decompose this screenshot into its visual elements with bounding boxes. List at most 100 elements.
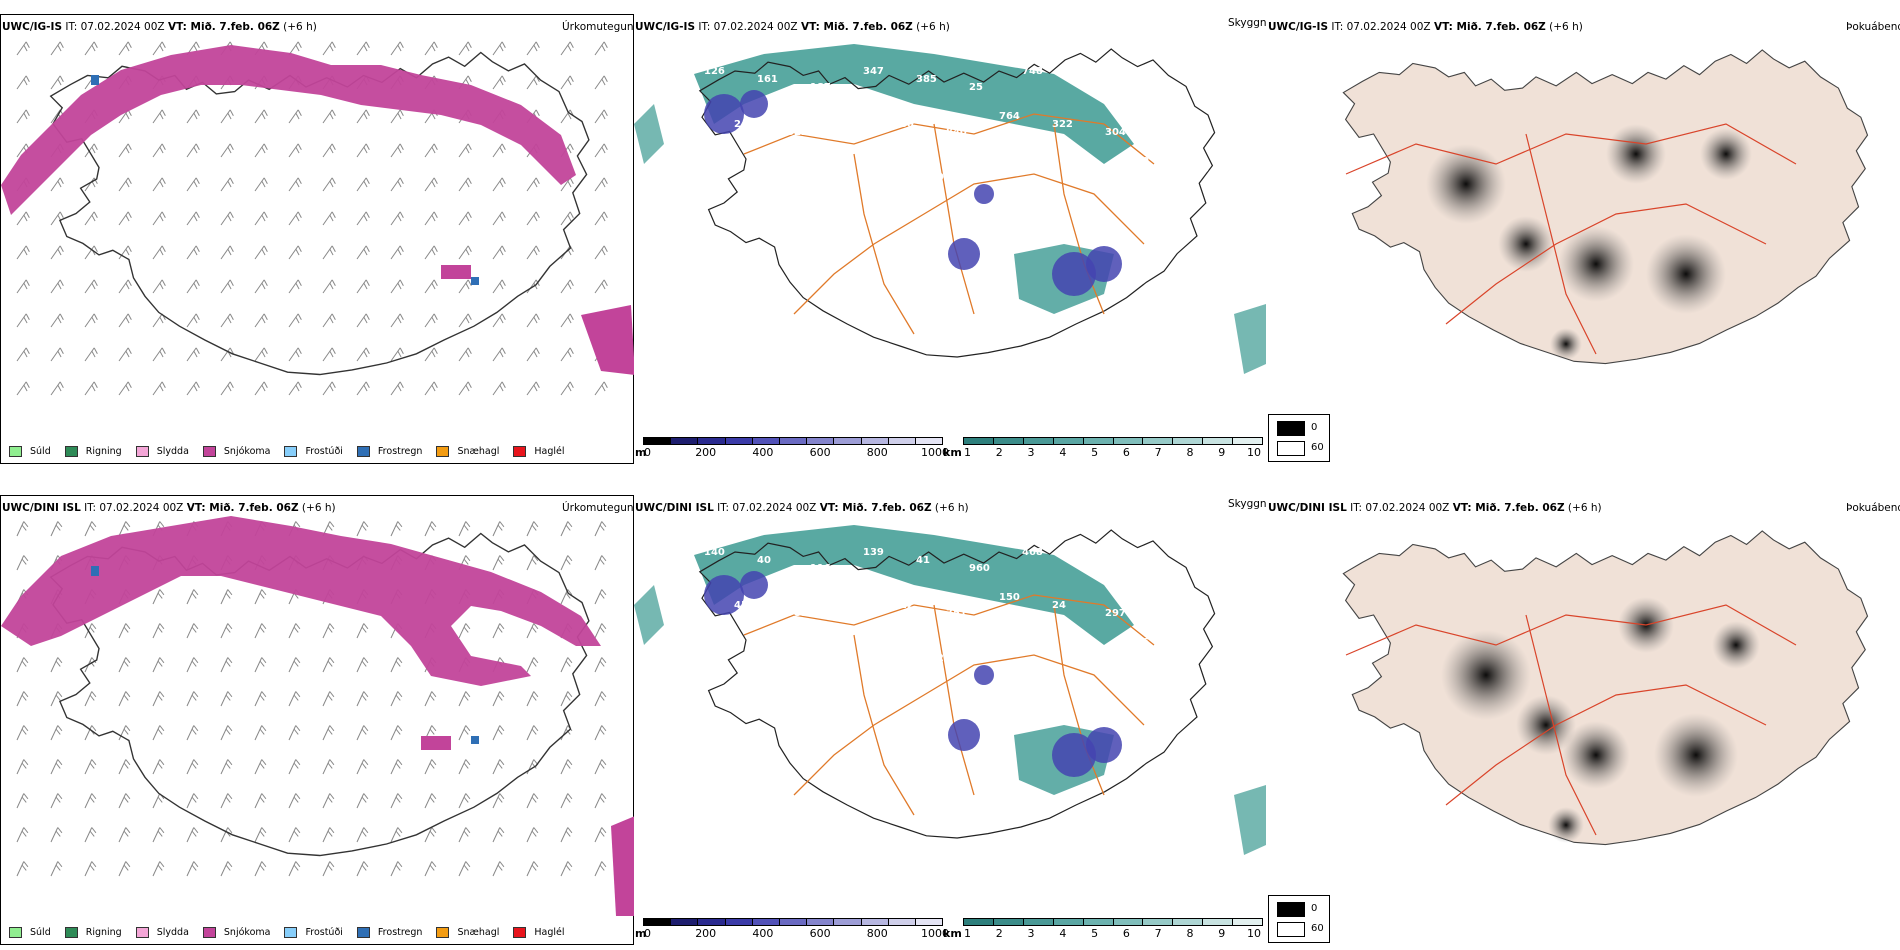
wind-barb — [390, 725, 403, 741]
wind-barb — [186, 623, 199, 639]
wind-barb — [322, 347, 336, 362]
wind-barb — [492, 313, 506, 328]
wind-barb — [594, 211, 608, 226]
wind-barb — [458, 827, 471, 843]
title-fog-bottom: Þokuábendi — [1846, 502, 1900, 514]
wind-barb — [356, 347, 370, 362]
wind-barb — [526, 211, 540, 226]
wind-barb — [16, 211, 30, 226]
wind-barb — [560, 555, 573, 571]
scale-cell — [1023, 438, 1054, 444]
scale-tick: 600 — [809, 446, 831, 459]
wind-barb — [16, 793, 29, 809]
cloud-height-label: 187 — [810, 82, 831, 93]
wind-barb — [118, 793, 131, 809]
legend-swatch — [9, 445, 22, 457]
cloud-height-label: 140 — [923, 172, 944, 183]
cloud-height-label: 748 — [1022, 66, 1043, 77]
wind-barb — [152, 623, 165, 639]
wind-barb — [254, 279, 268, 294]
fog-legend-bottom: 0 60 — [1268, 895, 1330, 943]
scale-tick: 200 — [695, 446, 717, 459]
scale-cell — [752, 438, 780, 444]
cloud-blob — [1052, 252, 1096, 296]
wind-barb — [458, 521, 471, 537]
road-line — [1053, 604, 1105, 796]
cloud-height-label: 75 — [1181, 547, 1195, 558]
wind-barb — [186, 657, 199, 673]
scale-tick: 5 — [1091, 927, 1099, 940]
wind-barb — [152, 861, 165, 877]
wind-barb — [492, 759, 505, 775]
visibility-unit: km — [943, 927, 962, 940]
wind-barb — [50, 827, 63, 843]
wind-barb — [492, 75, 506, 90]
wind-barb — [186, 725, 199, 741]
wind-barb — [560, 589, 573, 605]
wind-barb — [186, 759, 199, 775]
wind-barb — [220, 109, 234, 124]
title-precip-bottom: Úrkomutegund — [562, 502, 641, 514]
cloud-height-label: 106 — [1188, 164, 1209, 175]
wind-barb — [186, 313, 200, 328]
wind-barb — [458, 793, 471, 809]
scale-tick: 6 — [1122, 927, 1130, 940]
wind-barb — [220, 793, 233, 809]
legend-swatch — [64, 445, 78, 457]
wind-barb — [186, 827, 199, 843]
wind-barb — [424, 313, 438, 328]
wind-barb — [254, 725, 267, 741]
fog-swatch-60 — [1277, 441, 1305, 456]
wind-barb — [118, 725, 131, 741]
road-line — [1445, 203, 1767, 325]
cloud-blob — [1086, 727, 1122, 763]
scale-tick: 400 — [752, 446, 774, 459]
wind-barb — [526, 347, 540, 362]
legend-item-0: Súld — [9, 926, 51, 938]
header-cloud-top: UWC/IG-IS IT: 07.02.2024 00Z VT: Mið. 7.… — [635, 21, 950, 33]
road-line — [1525, 133, 1597, 355]
height-unit: m — [635, 927, 647, 940]
legend-item-1: Rigning — [64, 926, 122, 938]
wind-barb — [594, 861, 607, 877]
wind-barb — [594, 793, 607, 809]
legend-item-2: Slydda — [135, 926, 189, 938]
wind-barb — [16, 725, 29, 741]
wind-barb — [594, 725, 607, 741]
scale-cell — [1053, 438, 1084, 444]
legend-label: Frostregn — [377, 445, 423, 457]
wind-barb — [526, 657, 539, 673]
iceland-land — [1342, 530, 1869, 846]
cloud-height-label: 70 — [976, 156, 990, 167]
scale-cell — [698, 438, 726, 444]
wind-barb — [50, 793, 63, 809]
scale-tick: 1 — [964, 446, 971, 459]
wind-barb — [254, 177, 268, 192]
wind-barb — [560, 177, 574, 192]
scale-tick: 1000 — [921, 927, 949, 940]
wind-barb — [288, 657, 301, 673]
precip-legend-top: Súld Rigning Slydda Snjókoma Frostúði Frostre… — [1, 439, 571, 463]
wind-barb — [492, 793, 505, 809]
wind-barb — [50, 279, 64, 294]
legend-item-3: Snjókoma — [202, 445, 270, 457]
wind-barb — [220, 589, 233, 605]
cloud-height-label: 926 — [1128, 82, 1149, 93]
wind-barb — [322, 691, 335, 707]
cloud-height-label: 376 — [764, 172, 785, 183]
scale-cell — [1203, 919, 1234, 925]
wind-barb — [16, 381, 30, 396]
road-line — [1053, 123, 1105, 315]
fog-blob — [1654, 713, 1738, 797]
cloud-blob — [704, 94, 744, 134]
wind-barb — [458, 691, 471, 707]
wind-barb — [84, 313, 98, 328]
scale-cell — [671, 919, 699, 925]
fog-blob — [1426, 144, 1506, 224]
wind-barb — [594, 555, 607, 571]
wind-barb — [560, 759, 573, 775]
scale-tick: 400 — [752, 927, 774, 940]
wind-barb — [390, 177, 404, 192]
legend-label: Frostúði — [305, 445, 343, 457]
wind-barb — [152, 41, 166, 56]
